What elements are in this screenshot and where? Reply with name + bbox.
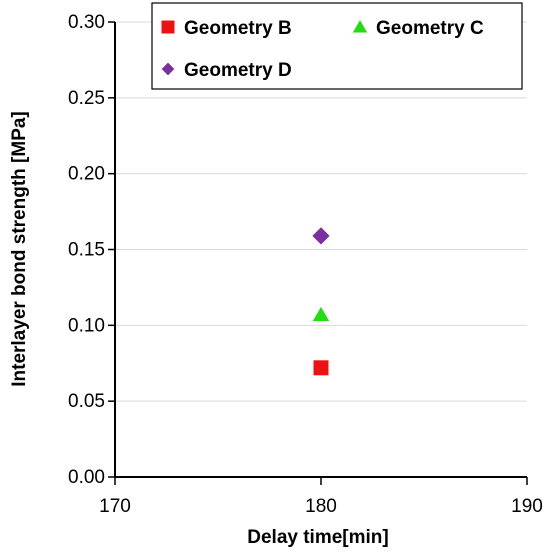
y-tick-label-5: 0.25	[68, 88, 105, 109]
y-tick-label-3: 0.15	[68, 240, 105, 261]
legend-label-geometry-b: Geometry B	[184, 18, 292, 39]
legend: Geometry B Geometry C Geometry D	[151, 2, 523, 90]
y-tick-label-2: 0.10	[68, 315, 105, 336]
y-tick-label-4: 0.20	[68, 164, 105, 185]
x-axis-title: Delay time[min]	[247, 527, 388, 548]
legend-label-geometry-d: Geometry D	[184, 60, 292, 81]
legend-marker-geometry-b	[161, 20, 175, 34]
legend-box	[151, 2, 523, 90]
x-tick-label-2: 190	[511, 496, 543, 517]
point-geometry-b-0	[313, 360, 329, 376]
legend-marker-geometry-c	[352, 20, 368, 33]
point-geometry-c-0	[312, 306, 330, 322]
y-axis-title: Interlayer bond strength [MPa]	[9, 111, 30, 387]
x-tick-label-0: 170	[99, 496, 131, 517]
point-geometry-d-0	[312, 227, 330, 245]
legend-label-geometry-c: Geometry C	[376, 18, 484, 39]
y-tick-labels: 0.00 0.05 0.10 0.15 0.20 0.25 0.30	[68, 12, 105, 488]
axes	[108, 21, 528, 485]
x-tick-labels: 170 180 190	[99, 496, 543, 517]
y-tick-label-0: 0.00	[68, 467, 105, 488]
legend-marker-geometry-d	[161, 62, 175, 76]
data-points	[312, 227, 330, 376]
y-tick-label-6: 0.30	[68, 12, 105, 33]
y-tick-label-1: 0.05	[68, 391, 105, 412]
x-tick-label-1: 180	[305, 496, 337, 517]
